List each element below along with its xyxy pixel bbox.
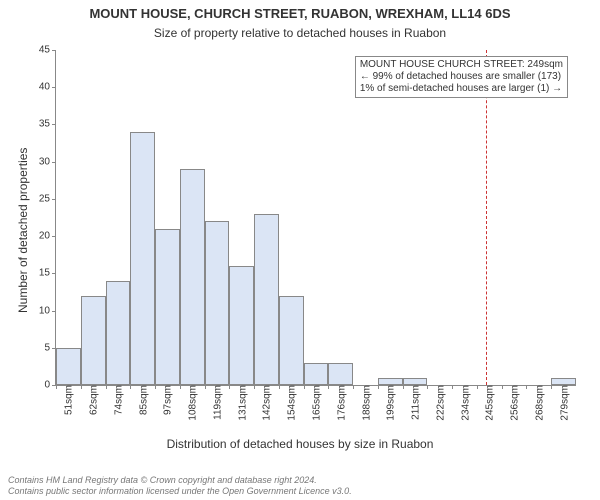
chart-title: MOUNT HOUSE, CHURCH STREET, RUABON, WREX…: [0, 6, 600, 21]
attribution-line-1: Contains HM Land Registry data © Crown c…: [8, 475, 352, 485]
ytick-label: 20: [39, 231, 56, 242]
xtick-mark: [353, 385, 354, 389]
histogram-bar: [180, 169, 205, 385]
xtick-label: 222sqm: [433, 385, 446, 421]
xtick-label: 279sqm: [557, 385, 570, 421]
xtick-label: 51sqm: [62, 385, 75, 415]
xtick-mark: [106, 385, 107, 389]
xtick-mark: [328, 385, 329, 389]
histogram-bar: [155, 229, 180, 385]
xtick-label: 62sqm: [87, 385, 100, 415]
xtick-mark: [279, 385, 280, 389]
ytick-label: 15: [39, 268, 56, 279]
histogram-bar: [403, 378, 428, 385]
xtick-label: 85sqm: [136, 385, 149, 415]
plot-area: 05101520253035404551sqm62sqm74sqm85sqm97…: [55, 50, 576, 386]
xtick-label: 256sqm: [508, 385, 521, 421]
attribution-line-2: Contains public sector information licen…: [8, 486, 352, 496]
ytick-label: 40: [39, 82, 56, 93]
attribution-text: Contains HM Land Registry data © Crown c…: [8, 475, 352, 496]
annotation-line: ← 99% of detached houses are smaller (17…: [360, 71, 563, 83]
histogram-bar: [551, 378, 576, 385]
xtick-label: 97sqm: [161, 385, 174, 415]
xtick-mark: [205, 385, 206, 389]
xtick-mark: [477, 385, 478, 389]
xtick-label: 176sqm: [334, 385, 347, 421]
xtick-label: 74sqm: [111, 385, 124, 415]
xtick-label: 154sqm: [285, 385, 298, 421]
xtick-mark: [526, 385, 527, 389]
histogram-bar: [279, 296, 304, 385]
histogram-bar: [229, 266, 254, 385]
histogram-bar: [106, 281, 131, 385]
xtick-mark: [502, 385, 503, 389]
histogram-bar: [304, 363, 329, 385]
xtick-label: 211sqm: [409, 385, 422, 420]
annotation-line: MOUNT HOUSE CHURCH STREET: 249sqm: [360, 59, 563, 71]
xtick-label: 165sqm: [310, 385, 323, 421]
xtick-label: 131sqm: [235, 385, 248, 421]
xtick-mark: [304, 385, 305, 389]
annotation-box: MOUNT HOUSE CHURCH STREET: 249sqm← 99% o…: [355, 56, 568, 98]
histogram-bar: [328, 363, 353, 385]
histogram-bar: [205, 221, 230, 385]
ytick-label: 45: [39, 45, 56, 56]
ytick-label: 25: [39, 193, 56, 204]
y-axis-label: Number of detached properties: [16, 147, 30, 312]
xtick-mark: [452, 385, 453, 389]
chart-container: MOUNT HOUSE, CHURCH STREET, RUABON, WREX…: [0, 0, 600, 500]
xtick-label: 234sqm: [458, 385, 471, 421]
ytick-label: 10: [39, 305, 56, 316]
xtick-label: 108sqm: [186, 385, 199, 421]
xtick-mark: [254, 385, 255, 389]
xtick-mark: [427, 385, 428, 389]
xtick-label: 188sqm: [359, 385, 372, 421]
reference-line: [486, 50, 487, 385]
xtick-mark: [81, 385, 82, 389]
xtick-mark: [551, 385, 552, 389]
ytick-label: 0: [44, 380, 56, 391]
x-axis-label: Distribution of detached houses by size …: [0, 437, 600, 451]
xtick-mark: [180, 385, 181, 389]
histogram-bar: [130, 132, 155, 385]
xtick-mark: [378, 385, 379, 389]
xtick-label: 142sqm: [260, 385, 273, 421]
xtick-label: 199sqm: [384, 385, 397, 421]
xtick-mark: [403, 385, 404, 389]
xtick-mark: [229, 385, 230, 389]
ytick-label: 5: [44, 342, 56, 353]
ytick-label: 30: [39, 156, 56, 167]
xtick-mark: [56, 385, 57, 389]
xtick-mark: [155, 385, 156, 389]
chart-subtitle: Size of property relative to detached ho…: [0, 26, 600, 40]
ytick-label: 35: [39, 119, 56, 130]
xtick-mark: [130, 385, 131, 389]
xtick-label: 245sqm: [483, 385, 496, 421]
histogram-bar: [254, 214, 279, 385]
annotation-line: 1% of semi-detached houses are larger (1…: [360, 83, 563, 95]
histogram-bar: [56, 348, 81, 385]
xtick-label: 119sqm: [210, 385, 223, 420]
histogram-bar: [81, 296, 106, 385]
xtick-label: 268sqm: [532, 385, 545, 421]
histogram-bar: [378, 378, 403, 385]
